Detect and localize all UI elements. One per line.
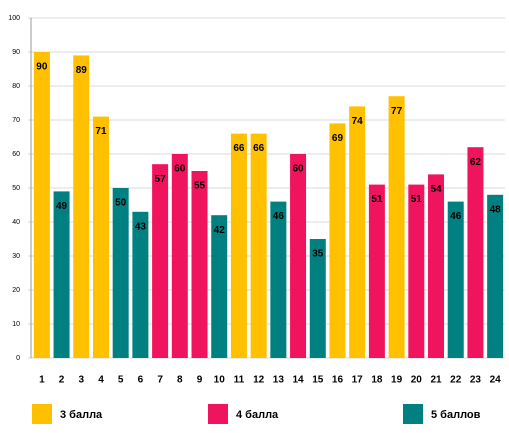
data-label: 51 bbox=[371, 194, 383, 205]
data-label: 50 bbox=[115, 198, 127, 209]
x-tick-label: 21 bbox=[430, 375, 442, 386]
bar bbox=[368, 184, 385, 358]
data-label: 69 bbox=[332, 133, 344, 144]
x-tick-label: 24 bbox=[490, 375, 502, 386]
data-label: 42 bbox=[214, 225, 226, 236]
bar bbox=[250, 133, 267, 358]
y-tick-label: 60 bbox=[12, 151, 20, 158]
data-label: 43 bbox=[135, 221, 147, 232]
legend-label: 5 баллов bbox=[431, 409, 481, 421]
data-label: 89 bbox=[76, 65, 88, 76]
bar bbox=[73, 55, 90, 359]
bar bbox=[191, 171, 208, 358]
legend-label: 4 балла bbox=[236, 409, 279, 421]
data-label: 66 bbox=[233, 143, 245, 154]
x-tick-label: 22 bbox=[450, 375, 462, 386]
data-label: 55 bbox=[194, 181, 206, 192]
y-tick-label: 20 bbox=[12, 287, 20, 294]
bar bbox=[112, 188, 129, 358]
x-tick-label: 13 bbox=[273, 375, 285, 386]
bar bbox=[329, 123, 346, 359]
data-label: 71 bbox=[95, 126, 107, 137]
bar bbox=[53, 191, 70, 358]
bar bbox=[349, 106, 366, 359]
x-tick-label: 15 bbox=[312, 375, 324, 386]
y-tick-label: 90 bbox=[12, 49, 20, 56]
x-tick-label: 2 bbox=[59, 375, 65, 386]
y-tick-label: 40 bbox=[12, 219, 20, 226]
data-label: 60 bbox=[293, 164, 305, 175]
bar bbox=[309, 239, 326, 358]
legend-swatch bbox=[208, 404, 228, 424]
y-tick-label: 0 bbox=[16, 355, 20, 362]
data-label: 49 bbox=[56, 201, 68, 212]
x-tick-label: 10 bbox=[214, 375, 226, 386]
data-label: 46 bbox=[273, 211, 285, 222]
x-tick-label: 17 bbox=[352, 375, 364, 386]
bar bbox=[171, 154, 188, 358]
bar bbox=[132, 211, 149, 358]
bar bbox=[290, 154, 307, 358]
data-label: 66 bbox=[253, 143, 265, 154]
x-tick-label: 18 bbox=[371, 375, 383, 386]
x-tick-label: 12 bbox=[253, 375, 265, 386]
data-label: 74 bbox=[352, 116, 364, 127]
x-tick-label: 1 bbox=[39, 375, 45, 386]
x-tick-label: 23 bbox=[470, 375, 482, 386]
bar bbox=[92, 116, 109, 358]
data-label: 60 bbox=[174, 164, 186, 175]
bar bbox=[270, 201, 287, 358]
x-tick-label: 14 bbox=[293, 375, 305, 386]
y-tick-label: 50 bbox=[12, 185, 20, 192]
x-tick-label: 20 bbox=[411, 375, 423, 386]
bar bbox=[211, 215, 228, 358]
y-tick-label: 30 bbox=[12, 253, 20, 260]
data-label: 51 bbox=[411, 194, 423, 205]
x-tick-label: 5 bbox=[118, 375, 124, 386]
x-tick-label: 7 bbox=[157, 375, 163, 386]
data-label: 54 bbox=[430, 184, 442, 195]
bar bbox=[467, 147, 484, 358]
data-label: 48 bbox=[490, 204, 502, 215]
data-label: 62 bbox=[470, 157, 482, 168]
bar bbox=[487, 194, 504, 358]
x-tick-label: 6 bbox=[138, 375, 144, 386]
bar bbox=[408, 184, 425, 358]
bar bbox=[428, 174, 445, 358]
legend-label: 3 балла bbox=[60, 409, 103, 421]
y-tick-label: 70 bbox=[12, 117, 20, 124]
bar bbox=[152, 164, 169, 358]
bar bbox=[447, 201, 464, 358]
legend-swatch bbox=[32, 404, 52, 424]
legend-swatch bbox=[403, 404, 423, 424]
x-tick-label: 9 bbox=[197, 375, 203, 386]
y-tick-label: 100 bbox=[8, 15, 20, 22]
bar bbox=[230, 133, 247, 358]
y-tick-label: 80 bbox=[12, 83, 20, 90]
y-tick-label: 10 bbox=[12, 321, 20, 328]
x-tick-label: 19 bbox=[391, 375, 403, 386]
x-tick-label: 16 bbox=[332, 375, 344, 386]
data-label: 46 bbox=[450, 211, 462, 222]
x-tick-label: 3 bbox=[78, 375, 84, 386]
data-label: 57 bbox=[155, 174, 167, 185]
bar bbox=[33, 52, 50, 358]
data-label: 35 bbox=[312, 249, 324, 260]
x-tick-label: 11 bbox=[234, 375, 245, 386]
x-tick-label: 4 bbox=[98, 375, 104, 386]
data-label: 77 bbox=[391, 106, 403, 117]
x-tick-label: 8 bbox=[177, 375, 183, 386]
data-label: 90 bbox=[36, 62, 48, 73]
bar bbox=[388, 96, 405, 358]
